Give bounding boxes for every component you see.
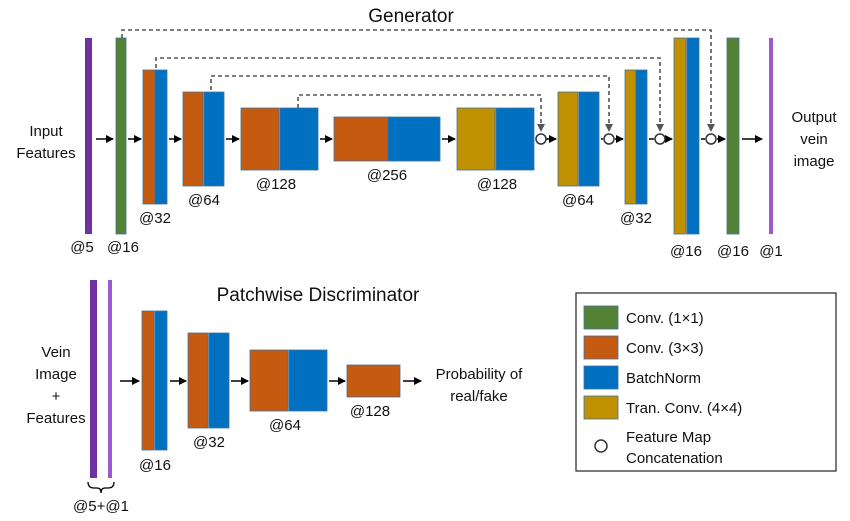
concat-circle-icon xyxy=(654,133,666,145)
disc-input-vein-bar xyxy=(108,280,112,478)
disc-d3-conv xyxy=(249,349,289,412)
gen-conv1x1-out xyxy=(726,37,740,235)
disc-d2-conv xyxy=(187,332,209,429)
label-gen-output: @1 xyxy=(759,243,783,260)
label-gen-conv1-in: @16 xyxy=(107,239,139,256)
gen-enc3-bn xyxy=(279,107,319,171)
disc-input-label-line4: Features xyxy=(26,410,85,427)
disc-output-label-line1: Probability of xyxy=(436,366,524,383)
skip-connection-64 xyxy=(210,75,613,132)
generator-title: Generator xyxy=(368,6,454,27)
disc-input-brace xyxy=(87,481,115,494)
disc-input-label-line1: Vein xyxy=(41,344,70,361)
disc-input-features-bar xyxy=(90,280,97,478)
output-vein-bar xyxy=(769,38,773,234)
gen-dec3-tranconv xyxy=(456,107,496,171)
gen-enc2-conv xyxy=(182,91,204,187)
generator-input-label-line1: Input xyxy=(29,123,63,140)
label-gen-dec0: @16 xyxy=(670,243,702,260)
gen-enc3-conv xyxy=(240,107,280,171)
skip-connection-16 xyxy=(121,29,715,132)
gen-dec0-bn xyxy=(686,37,700,235)
label-disc-d4: @128 xyxy=(350,403,390,420)
generator-input-label-line2: Features xyxy=(16,145,75,162)
discriminator-title: Patchwise Discriminator xyxy=(217,285,420,306)
legend: Conv. (1×1) Conv. (3×3) BatchNorm Tran. … xyxy=(575,292,837,472)
gen-dec2-bn xyxy=(578,91,600,187)
gen-enc1-bn xyxy=(154,69,168,205)
gen-dec1-bn xyxy=(635,69,648,205)
generator-output-label-line1: Output xyxy=(791,109,837,126)
label-gen-bottleneck: @256 xyxy=(367,167,407,184)
gen-dec2-tranconv xyxy=(557,91,579,187)
concat-circle-icon xyxy=(603,133,615,145)
legend-concat-circle-icon xyxy=(594,439,608,453)
label-gen-dec3: @128 xyxy=(477,176,517,193)
legend-swatch-batchnorm xyxy=(583,365,619,390)
label-disc-d3: @64 xyxy=(269,417,301,434)
label-gen-enc2: @64 xyxy=(188,192,220,209)
legend-label-concat-line2: Concatenation xyxy=(626,450,723,467)
label-gen-enc3: @128 xyxy=(256,176,296,193)
disc-output-label-line2: real/fake xyxy=(450,388,508,405)
legend-label-conv3x3: Conv. (3×3) xyxy=(626,340,704,357)
gen-bottleneck-bn xyxy=(387,116,441,162)
label-gen-dec2: @64 xyxy=(562,192,594,209)
legend-swatch-conv3x3 xyxy=(583,335,619,360)
legend-label-concat-line1: Feature Map xyxy=(626,429,711,446)
concat-circle-icon xyxy=(535,133,547,145)
label-gen-enc1: @32 xyxy=(139,210,171,227)
concat-circle-icon xyxy=(705,133,717,145)
gen-conv1x1-in xyxy=(115,37,127,235)
disc-d1-conv xyxy=(141,310,155,451)
label-gen-conv1-out: @16 xyxy=(717,243,749,260)
skip-connection-128 xyxy=(297,94,545,132)
label-disc-d2: @32 xyxy=(193,434,225,451)
skip-connections xyxy=(121,29,715,132)
label-gen-dec1: @32 xyxy=(620,210,652,227)
disc-d2-bn xyxy=(208,332,230,429)
generator-output-label-line2: vein xyxy=(800,131,828,148)
label-disc-input: @5+@1 xyxy=(73,498,129,515)
legend-box xyxy=(575,292,837,472)
disc-d3-bn xyxy=(288,349,328,412)
legend-label-batchnorm: BatchNorm xyxy=(626,370,701,387)
label-disc-d1: @16 xyxy=(139,457,171,474)
disc-d1-bn xyxy=(154,310,168,451)
legend-label-conv1x1: Conv. (1×1) xyxy=(626,310,704,327)
legend-label-tranconv: Tran. Conv. (4×4) xyxy=(626,400,742,417)
gen-dec1-tranconv xyxy=(624,69,637,205)
generator-output-label-line3: image xyxy=(794,153,835,170)
label-gen-input: @5 xyxy=(70,239,94,256)
gen-enc1-conv xyxy=(142,69,156,205)
gen-dec3-bn xyxy=(495,107,535,171)
gen-enc2-bn xyxy=(203,91,225,187)
disc-d4-conv xyxy=(346,364,401,398)
skip-connection-32 xyxy=(155,57,664,132)
input-features-bar xyxy=(85,38,92,234)
legend-swatch-conv1x1 xyxy=(583,305,619,330)
legend-swatch-tranconv xyxy=(583,395,619,420)
gen-dec0-tranconv xyxy=(673,37,687,235)
gen-bottleneck-conv xyxy=(333,116,389,162)
disc-input-label-line2: Image xyxy=(35,366,77,383)
disc-input-label-line3: + xyxy=(52,388,61,405)
concat-circles xyxy=(535,133,717,145)
